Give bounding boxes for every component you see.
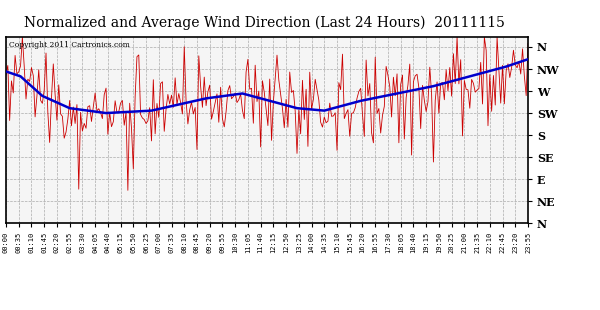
Text: Copyright 2011 Cartronics.com: Copyright 2011 Cartronics.com [8, 41, 130, 49]
Text: Normalized and Average Wind Direction (Last 24 Hours)  20111115: Normalized and Average Wind Direction (L… [23, 16, 505, 30]
